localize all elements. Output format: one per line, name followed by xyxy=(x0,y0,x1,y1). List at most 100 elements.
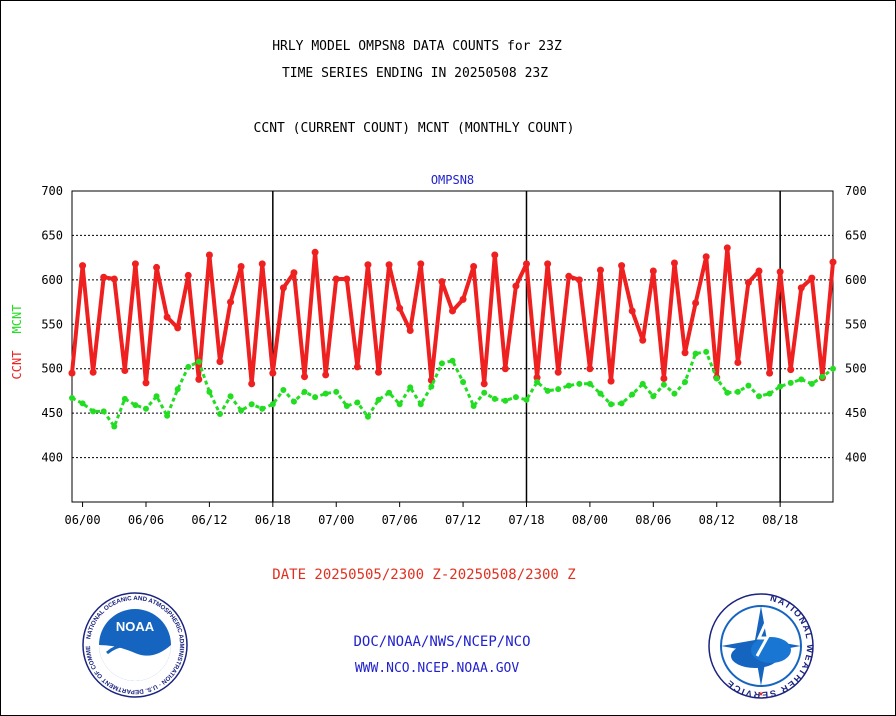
data-point-mcnt xyxy=(90,408,97,415)
data-point-ccnt xyxy=(89,368,97,376)
data-point-ccnt xyxy=(776,268,784,276)
data-point-mcnt xyxy=(312,394,319,401)
data-point-mcnt xyxy=(671,390,678,397)
data-point-ccnt xyxy=(353,363,361,371)
date-range-label: DATE 20250505/2300 Z-20250508/2300 Z xyxy=(272,567,576,583)
data-point-mcnt xyxy=(407,384,414,391)
data-point-ccnt xyxy=(607,377,615,385)
data-point-mcnt xyxy=(534,379,541,386)
data-point-ccnt xyxy=(618,262,626,270)
data-point-mcnt xyxy=(512,394,519,401)
data-point-ccnt xyxy=(258,260,266,268)
data-point-ccnt xyxy=(110,275,118,283)
org-link[interactable]: DOC/NOAA/NWS/NCEP/NCO xyxy=(353,634,531,650)
noaa-logo-icon[interactable]: NOAA NATIONAL OCEANIC AND ATMOSPHERIC AD… xyxy=(81,591,189,699)
y-axis-label-mcnt: MCNT xyxy=(10,305,24,334)
data-point-mcnt xyxy=(660,381,667,388)
data-point-mcnt xyxy=(269,401,276,408)
data-point-ccnt xyxy=(628,307,636,315)
data-point-mcnt xyxy=(470,403,477,410)
data-point-ccnt xyxy=(565,272,573,280)
x-tick-label: 08/12 xyxy=(699,513,735,527)
y-tick-label-right: 450 xyxy=(845,406,867,420)
data-point-ccnt xyxy=(459,295,467,303)
chart-title: HRLY MODEL OMPSN8 DATA COUNTS for 23Z xyxy=(272,39,562,54)
y-tick-label-right: 700 xyxy=(845,184,867,198)
data-point-mcnt xyxy=(111,423,118,430)
data-point-mcnt xyxy=(713,375,720,382)
data-point-ccnt xyxy=(586,365,594,373)
data-point-ccnt xyxy=(153,263,161,271)
data-point-ccnt xyxy=(522,260,530,268)
y-tick-label-left: 700 xyxy=(41,184,63,198)
data-point-ccnt xyxy=(649,267,657,275)
data-point-ccnt xyxy=(417,260,425,268)
data-point-ccnt xyxy=(681,349,689,357)
data-point-mcnt xyxy=(576,380,583,387)
data-point-ccnt xyxy=(364,261,372,269)
data-point-mcnt xyxy=(460,379,467,386)
data-point-ccnt xyxy=(554,368,562,376)
data-point-ccnt xyxy=(755,267,763,275)
data-point-mcnt xyxy=(565,382,572,389)
x-tick-label: 06/12 xyxy=(191,513,227,527)
data-point-mcnt xyxy=(301,388,308,395)
data-point-ccnt xyxy=(692,299,700,307)
data-point-mcnt xyxy=(121,395,128,402)
data-point-ccnt xyxy=(512,282,520,290)
data-point-mcnt xyxy=(79,400,86,407)
data-point-ccnt xyxy=(723,244,731,252)
data-point-mcnt xyxy=(692,350,699,357)
data-point-mcnt xyxy=(227,393,234,400)
data-point-ccnt xyxy=(131,260,139,268)
data-point-mcnt xyxy=(766,390,773,397)
data-point-ccnt xyxy=(184,271,192,279)
data-point-mcnt xyxy=(417,401,424,408)
website-link[interactable]: WWW.NCO.NCEP.NOAA.GOV xyxy=(354,661,520,676)
data-point-mcnt xyxy=(491,395,498,402)
data-point-ccnt xyxy=(322,371,330,379)
x-tick-label: 08/00 xyxy=(572,513,608,527)
data-point-mcnt xyxy=(100,408,107,415)
data-point-mcnt xyxy=(650,393,657,400)
data-point-ccnt xyxy=(216,358,224,366)
data-point-ccnt xyxy=(533,374,541,382)
series-layer xyxy=(68,244,837,430)
data-point-ccnt xyxy=(406,327,414,335)
data-point-mcnt xyxy=(597,390,604,397)
y-tick-label-left: 650 xyxy=(41,228,63,242)
data-point-mcnt xyxy=(195,358,202,365)
data-point-mcnt xyxy=(438,360,445,367)
axes-layer xyxy=(71,190,834,507)
x-tick-label: 06/06 xyxy=(128,513,164,527)
data-point-mcnt xyxy=(375,396,382,403)
data-point-mcnt xyxy=(238,407,245,414)
data-point-mcnt xyxy=(428,383,435,390)
x-tick-label: 06/18 xyxy=(255,513,291,527)
data-point-mcnt xyxy=(354,399,361,406)
data-point-mcnt xyxy=(608,401,615,408)
x-tick-label: 07/06 xyxy=(382,513,418,527)
plot-title: OMPSN8 xyxy=(431,173,474,187)
data-point-ccnt xyxy=(279,284,287,292)
grid-layer xyxy=(72,191,833,502)
data-point-mcnt xyxy=(639,380,646,387)
x-tick-label: 07/12 xyxy=(445,513,481,527)
data-point-ccnt xyxy=(385,261,393,269)
data-point-ccnt xyxy=(375,368,383,376)
nws-logo-icon[interactable]: NATIONAL WEATHER SERVICE ★ xyxy=(707,592,815,700)
y-tick-label-right: 550 xyxy=(845,317,867,331)
data-point-ccnt xyxy=(237,263,245,271)
data-point-mcnt xyxy=(808,380,815,387)
data-point-ccnt xyxy=(142,379,150,387)
y-tick-label-left: 550 xyxy=(41,317,63,331)
data-point-ccnt xyxy=(797,284,805,292)
data-point-ccnt xyxy=(702,253,710,261)
data-point-mcnt xyxy=(682,379,689,386)
data-point-mcnt xyxy=(322,390,329,397)
svg-text:NOAA: NOAA xyxy=(116,619,155,634)
data-point-mcnt xyxy=(734,388,741,395)
y-tick-label-left: 600 xyxy=(41,273,63,287)
data-point-mcnt xyxy=(481,389,488,396)
